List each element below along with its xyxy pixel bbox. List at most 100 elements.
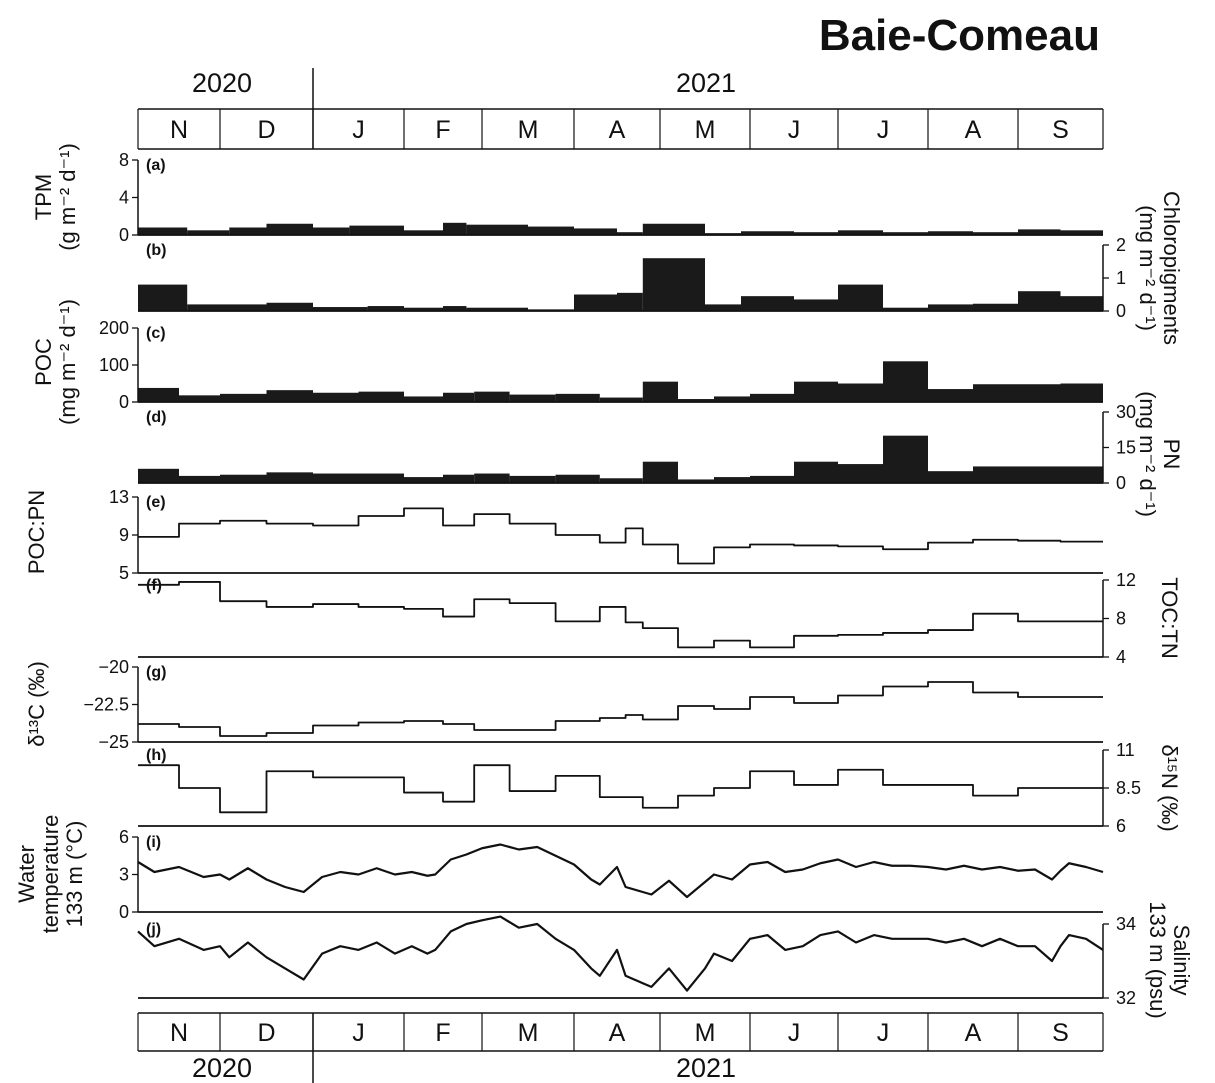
bar-mark xyxy=(678,399,714,402)
bar-mark xyxy=(138,284,188,311)
bar-mark xyxy=(474,391,510,402)
year-label-2020-top: 2020 xyxy=(192,68,252,98)
bar-mark xyxy=(266,472,313,483)
year-label-2021-top: 2021 xyxy=(676,68,736,98)
y-axis-title-line: δ¹³C (‰) xyxy=(24,661,49,747)
bar-mark xyxy=(642,461,678,483)
bar-mark xyxy=(838,464,883,483)
month-label-top: A xyxy=(609,116,626,144)
bar-mark xyxy=(138,227,188,235)
bar-mark xyxy=(220,393,267,402)
bar-mark xyxy=(705,233,741,235)
bar-mark xyxy=(266,302,313,311)
bar-mark xyxy=(528,226,574,235)
month-label-top: M xyxy=(695,116,716,144)
bar-mark xyxy=(838,383,883,402)
month-label-bottom: N xyxy=(170,1019,188,1047)
y-tick-label: 11 xyxy=(1116,740,1135,760)
panel-label: (g) xyxy=(146,664,166,681)
y-axis-title-line: (mg m⁻² d⁻¹) xyxy=(1135,391,1160,517)
bar-mark xyxy=(794,232,838,235)
bar-mark xyxy=(555,393,600,402)
y-tick-label: 13 xyxy=(109,487,129,507)
bar-mark xyxy=(574,294,617,311)
month-label-bottom: S xyxy=(1052,1019,1069,1047)
y-tick-label: 200 xyxy=(99,318,129,338)
year-label-2021-bottom: 2021 xyxy=(676,1053,736,1083)
y-tick-label: 5 xyxy=(119,563,129,583)
bar-mark xyxy=(705,304,741,311)
bar-mark xyxy=(367,306,404,311)
bar-mark xyxy=(313,392,359,402)
month-label-bottom: M xyxy=(518,1019,539,1047)
bar-mark xyxy=(1060,296,1103,311)
y-axis-title-line: Water xyxy=(14,845,39,903)
bar-mark xyxy=(642,258,705,311)
bar-mark xyxy=(928,471,973,483)
bar-mark xyxy=(794,461,838,483)
y-tick-label: 8.5 xyxy=(1116,778,1141,798)
bar-mark xyxy=(466,307,528,311)
y-tick-label: 15 xyxy=(1116,438,1136,458)
y-tick-label: 100 xyxy=(99,355,129,375)
bar-mark xyxy=(179,475,220,483)
bar-mark xyxy=(1060,230,1103,235)
y-tick-label: 34 xyxy=(1116,914,1136,934)
bar-mark xyxy=(509,394,556,402)
series-line xyxy=(137,843,1104,899)
y-tick-label: 8 xyxy=(1116,609,1126,629)
month-label-top: D xyxy=(257,116,275,144)
bar-mark xyxy=(474,473,510,483)
chart-title: Baie-Comeau xyxy=(819,11,1100,60)
bar-mark xyxy=(617,292,643,311)
bar-mark xyxy=(678,479,714,483)
bar-mark xyxy=(138,387,179,402)
y-axis-title-line: 133 m (°C) xyxy=(62,821,87,928)
panels: 048 (a)TPM (g m⁻² d⁻¹)012(b) Chloropigments… xyxy=(14,143,1194,1018)
series-line xyxy=(138,507,1103,565)
panel-5: 4 8 12 (f) TOC:TN xyxy=(138,570,1182,667)
bar-mark xyxy=(404,307,443,311)
month-label-bottom: A xyxy=(965,1019,982,1047)
bar-mark xyxy=(313,227,350,235)
bar-mark xyxy=(229,227,267,235)
month-label-top: J xyxy=(788,116,801,144)
bar-mark xyxy=(1018,384,1061,402)
panel-label: (j) xyxy=(146,921,161,938)
panel-4: 5 9 13 (e) POC:PN xyxy=(24,487,1103,583)
bar-mark xyxy=(883,361,928,402)
month-label-bottom: J xyxy=(352,1019,365,1047)
y-axis-title: PN(mg m⁻² d⁻¹) xyxy=(1135,391,1184,517)
bar-mark xyxy=(794,299,838,311)
bar-mark xyxy=(349,225,404,235)
y-axis-title: POC:PN xyxy=(24,490,49,574)
bar-mark xyxy=(404,230,443,235)
bar-mark xyxy=(187,304,267,311)
panel-label: (d) xyxy=(146,409,166,426)
panel-label: (b) xyxy=(146,242,166,259)
bar-mark xyxy=(404,396,443,402)
y-axis-title-line: (mg m⁻² d⁻¹) xyxy=(55,299,80,425)
bar-mark xyxy=(179,395,220,402)
month-label-bottom: J xyxy=(788,1019,801,1047)
bar-mark xyxy=(358,391,404,402)
bottom-time-axis: N D J F M A M J J A S 2020 2021 xyxy=(137,1012,1104,1083)
bar-mark xyxy=(266,390,313,402)
y-tick-label: 30 xyxy=(1116,402,1136,422)
bar-mark xyxy=(883,307,928,311)
panel-7: 6 8.5 11 (h) δ¹⁵N (‰) xyxy=(138,740,1182,836)
y-axis-title-line: Chloropigments xyxy=(1159,191,1184,345)
bar-mark xyxy=(358,473,404,483)
y-axis-title: δ¹³C (‰) xyxy=(24,661,49,747)
y-tick-label: 0 xyxy=(1116,473,1126,493)
y-tick-label: −20 xyxy=(98,657,129,677)
month-label-top: J xyxy=(877,116,890,144)
y-axis-title: δ¹⁵N (‰) xyxy=(1157,744,1182,831)
y-axis-title-line: Salinity xyxy=(1169,925,1194,996)
year-label-2020-bottom: 2020 xyxy=(192,1053,252,1083)
y-axis-title: TPM (g m⁻² d⁻¹) xyxy=(31,143,80,251)
bar-mark xyxy=(443,306,467,311)
y-tick-label: 4 xyxy=(1116,647,1126,667)
